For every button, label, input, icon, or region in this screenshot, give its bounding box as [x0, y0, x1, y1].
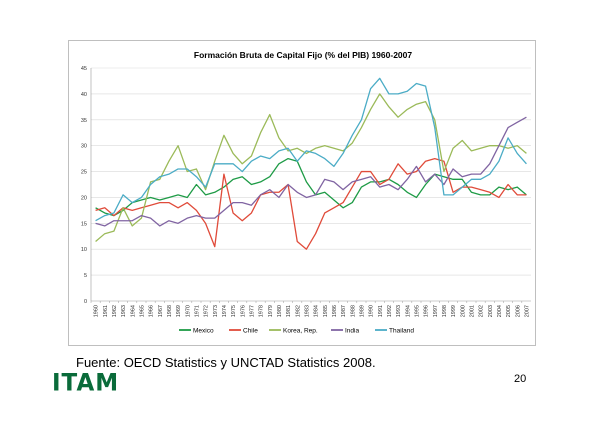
x-tick-label: 1966: [149, 305, 155, 317]
x-tick-label: 1980: [277, 305, 283, 317]
page-number: 20: [514, 373, 527, 385]
x-tick-label: 1969: [176, 305, 182, 317]
y-tick-label: 0: [84, 299, 87, 305]
series-line-india: [95, 116, 527, 227]
x-tick-label: 1993: [396, 305, 402, 317]
x-tick-label: 1977: [249, 305, 255, 317]
itam-logo: ITAM: [52, 369, 120, 397]
x-tick-label: 1982: [295, 305, 301, 317]
x-tick-label: 1995: [414, 305, 420, 317]
x-tick-label: 1997: [433, 305, 439, 317]
x-tick-label: 1973: [213, 305, 219, 317]
x-tick-label: 1967: [158, 305, 164, 317]
y-tick-label: 15: [81, 221, 87, 227]
x-tick-label: 1963: [121, 305, 127, 317]
series-line-chile: [95, 157, 527, 250]
x-tick-label: 1992: [387, 305, 393, 317]
source-note: Fuente: OECD Statistics y UNCTAD Statist…: [76, 355, 376, 370]
x-tick-label: 1961: [103, 305, 109, 317]
x-tick-label: 1960: [94, 305, 100, 317]
x-tick-label: 1999: [451, 305, 457, 317]
y-tick-label: 10: [81, 247, 87, 253]
series-line-mexico: [95, 157, 527, 217]
x-tick-label: 1989: [359, 305, 365, 317]
series-line-korea-rep: [95, 93, 527, 242]
x-tick-label: 1983: [304, 305, 310, 317]
x-tick-label: 1979: [268, 305, 274, 317]
y-tick-label: 5: [84, 273, 87, 279]
x-tick-label: 1972: [204, 305, 210, 317]
chart-title: Formación Bruta de Capital Fijo (% del P…: [194, 50, 412, 60]
y-tick-label: 45: [81, 66, 87, 72]
x-tick-label: 1987: [341, 305, 347, 317]
x-tick-label: 1994: [405, 305, 411, 317]
x-tick-label: 1991: [378, 305, 384, 317]
y-tick-label: 35: [81, 118, 87, 124]
y-tick-label: 20: [81, 195, 87, 201]
x-tick-label: 1985: [323, 305, 329, 317]
y-tick-label: 40: [81, 92, 87, 98]
x-tick-label: 1978: [259, 305, 265, 317]
x-tick-label: 2004: [497, 305, 503, 317]
x-tick-label: 2000: [460, 305, 466, 317]
x-tick-label: 1998: [442, 305, 448, 317]
x-tick-label: 1968: [167, 305, 173, 317]
x-tick-label: 1974: [222, 305, 228, 317]
x-tick-label: 1965: [139, 305, 145, 317]
y-tick-label: 30: [81, 144, 87, 150]
x-tick-label: 2003: [488, 305, 494, 317]
x-tick-label: 1976: [240, 305, 246, 317]
chart-container: Formación Bruta de Capital Fijo (% del P…: [68, 40, 536, 346]
x-tick-label: 1990: [369, 305, 375, 317]
x-tick-label: 2002: [479, 305, 485, 317]
x-tick-label: 1988: [350, 305, 356, 317]
x-tick-label: 1971: [194, 305, 200, 317]
x-tick-label: 1975: [231, 305, 237, 317]
x-tick-label: 1964: [130, 305, 136, 317]
x-tick-label: 1984: [314, 305, 320, 317]
legend-label-thailand: Thailand: [389, 327, 414, 334]
series-line-thailand: [95, 77, 527, 222]
x-tick-label: 2005: [506, 305, 512, 317]
x-tick-label: 1981: [286, 305, 292, 317]
line-chart: Formación Bruta de Capital Fijo (% del P…: [81, 50, 531, 334]
legend-label-india: India: [345, 327, 359, 334]
legend-label-mexico: Mexico: [193, 327, 214, 334]
x-tick-label: 1996: [424, 305, 430, 317]
y-tick-label: 25: [81, 170, 87, 176]
x-tick-label: 2007: [524, 305, 530, 317]
legend-label-chile: Chile: [243, 327, 258, 334]
x-tick-label: 1970: [185, 305, 191, 317]
x-tick-label: 1986: [332, 305, 338, 317]
x-tick-label: 2001: [469, 305, 475, 317]
x-tick-label: 1962: [112, 305, 118, 317]
legend-label-korea-rep: Korea, Rep.: [283, 327, 318, 334]
x-tick-label: 2006: [515, 305, 521, 317]
